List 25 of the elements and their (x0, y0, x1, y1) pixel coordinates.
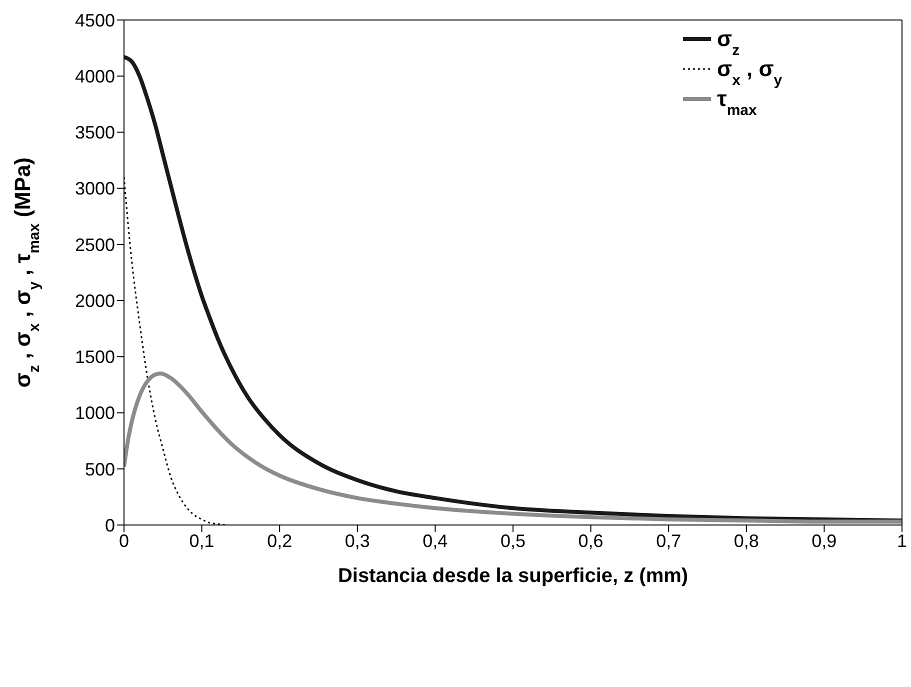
y-tick-label: 500 (84, 459, 115, 480)
y-tick-label: 3000 (74, 178, 115, 199)
legend-label: τ$_{max}$ (717, 86, 758, 118)
x-tick-label: 0,8 (734, 530, 759, 551)
x-tick-label: 0,3 (344, 530, 370, 551)
x-tick-label: 0,6 (578, 530, 604, 551)
y-tick-label: 1500 (74, 347, 115, 368)
x-tick-label: 0,4 (422, 530, 448, 551)
x-tick-label: 1 (896, 530, 908, 551)
y-tick-label: 4500 (74, 10, 115, 30)
legend-label: σ$_{z}$ (717, 26, 740, 58)
x-tick-label: 0,1 (189, 530, 214, 551)
y-tick-label: 4000 (74, 66, 115, 86)
legend-label: σ$_{x}$ , σ$_{y}$ (717, 56, 783, 88)
y-tick-label: 2500 (74, 234, 115, 255)
y-tick-label: 0 (104, 515, 115, 536)
x-axis-title: Distancia desde la superficie, z (mm) (338, 565, 688, 587)
x-tick-label: 0,5 (500, 530, 526, 551)
x-tick-label: 0 (118, 530, 130, 551)
y-tick-label: 2000 (74, 290, 115, 311)
y-tick-label: 1000 (74, 403, 115, 424)
x-tick-label: 0,9 (812, 530, 837, 551)
y-tick-label: 3500 (74, 122, 115, 143)
x-tick-label: 0,2 (267, 530, 292, 551)
x-tick-label: 0,7 (656, 530, 682, 551)
